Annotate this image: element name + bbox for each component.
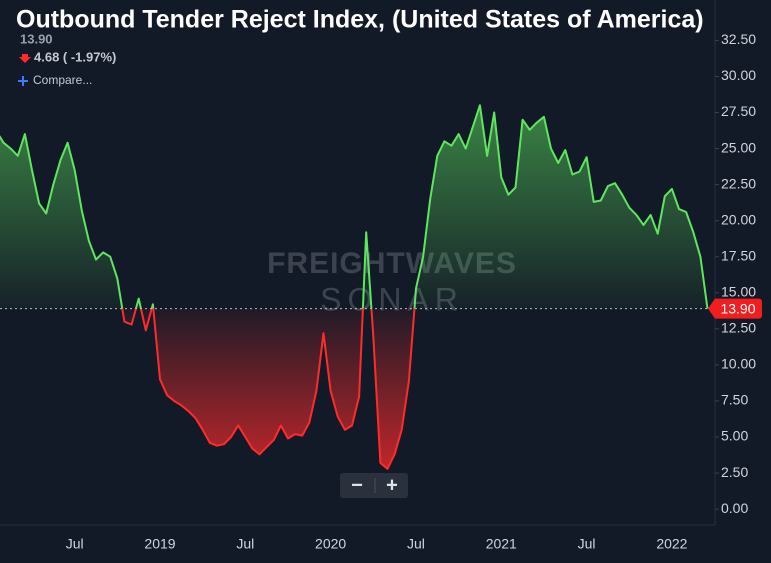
y-tick-label: 32.50 (721, 31, 756, 47)
plot-area (0, 104, 715, 470)
y-tick-label: 25.00 (721, 139, 756, 155)
y-tick-label: 12.50 (721, 320, 756, 336)
x-tick-label: 2021 (486, 536, 517, 552)
y-tick-label: 20.00 (721, 211, 756, 227)
zoom-in[interactable]: + (386, 474, 398, 496)
y-tick-label: 27.50 (721, 103, 756, 119)
price-badge (708, 298, 762, 319)
header-change: 4.68 ( -1.97%) (34, 49, 116, 64)
y-tick-label: 0.00 (721, 500, 748, 516)
y-tick-label: 15.00 (721, 283, 756, 299)
zoom-controls: − + (340, 473, 408, 498)
y-tick-label: 22.50 (721, 175, 756, 191)
y-tick-label: 30.00 (721, 67, 756, 83)
x-tick-label: 2019 (144, 536, 175, 552)
x-tick-label: Jul (236, 536, 254, 552)
y-tick-label: 17.50 (721, 247, 756, 263)
compare-label[interactable]: Compare... (33, 73, 92, 87)
chart-title: Outbound Tender Reject Index, (United St… (16, 6, 704, 34)
x-tick-label: 2020 (315, 536, 346, 552)
plus-icon (18, 76, 28, 86)
zoom-panel (340, 473, 408, 498)
y-tick-label: 2.50 (721, 464, 748, 480)
compare-button[interactable]: Compare... (18, 73, 92, 87)
series-line (0, 104, 709, 470)
y-tick-label: 7.50 (721, 392, 748, 408)
header-value: 13.90 (20, 31, 53, 46)
area-fill (0, 105, 708, 469)
y-tick-label: 5.00 (721, 428, 748, 444)
price-badge-label: 13.90 (720, 300, 755, 316)
down-arrow (19, 54, 31, 63)
x-tick-label: Jan (0, 536, 1, 552)
x-tick-label: Jul (407, 536, 425, 552)
x-tick-label: Jul (66, 536, 84, 552)
y-tick-label: 10.00 (721, 356, 756, 372)
x-tick-label: 2022 (656, 536, 687, 552)
x-tick-label: Jul (578, 536, 596, 552)
axes: 0.00 2.50 5.00 7.50 10.00 12.50 15.00 17.50 20.0… (0, 31, 756, 552)
zoom-out[interactable]: − (351, 474, 363, 496)
